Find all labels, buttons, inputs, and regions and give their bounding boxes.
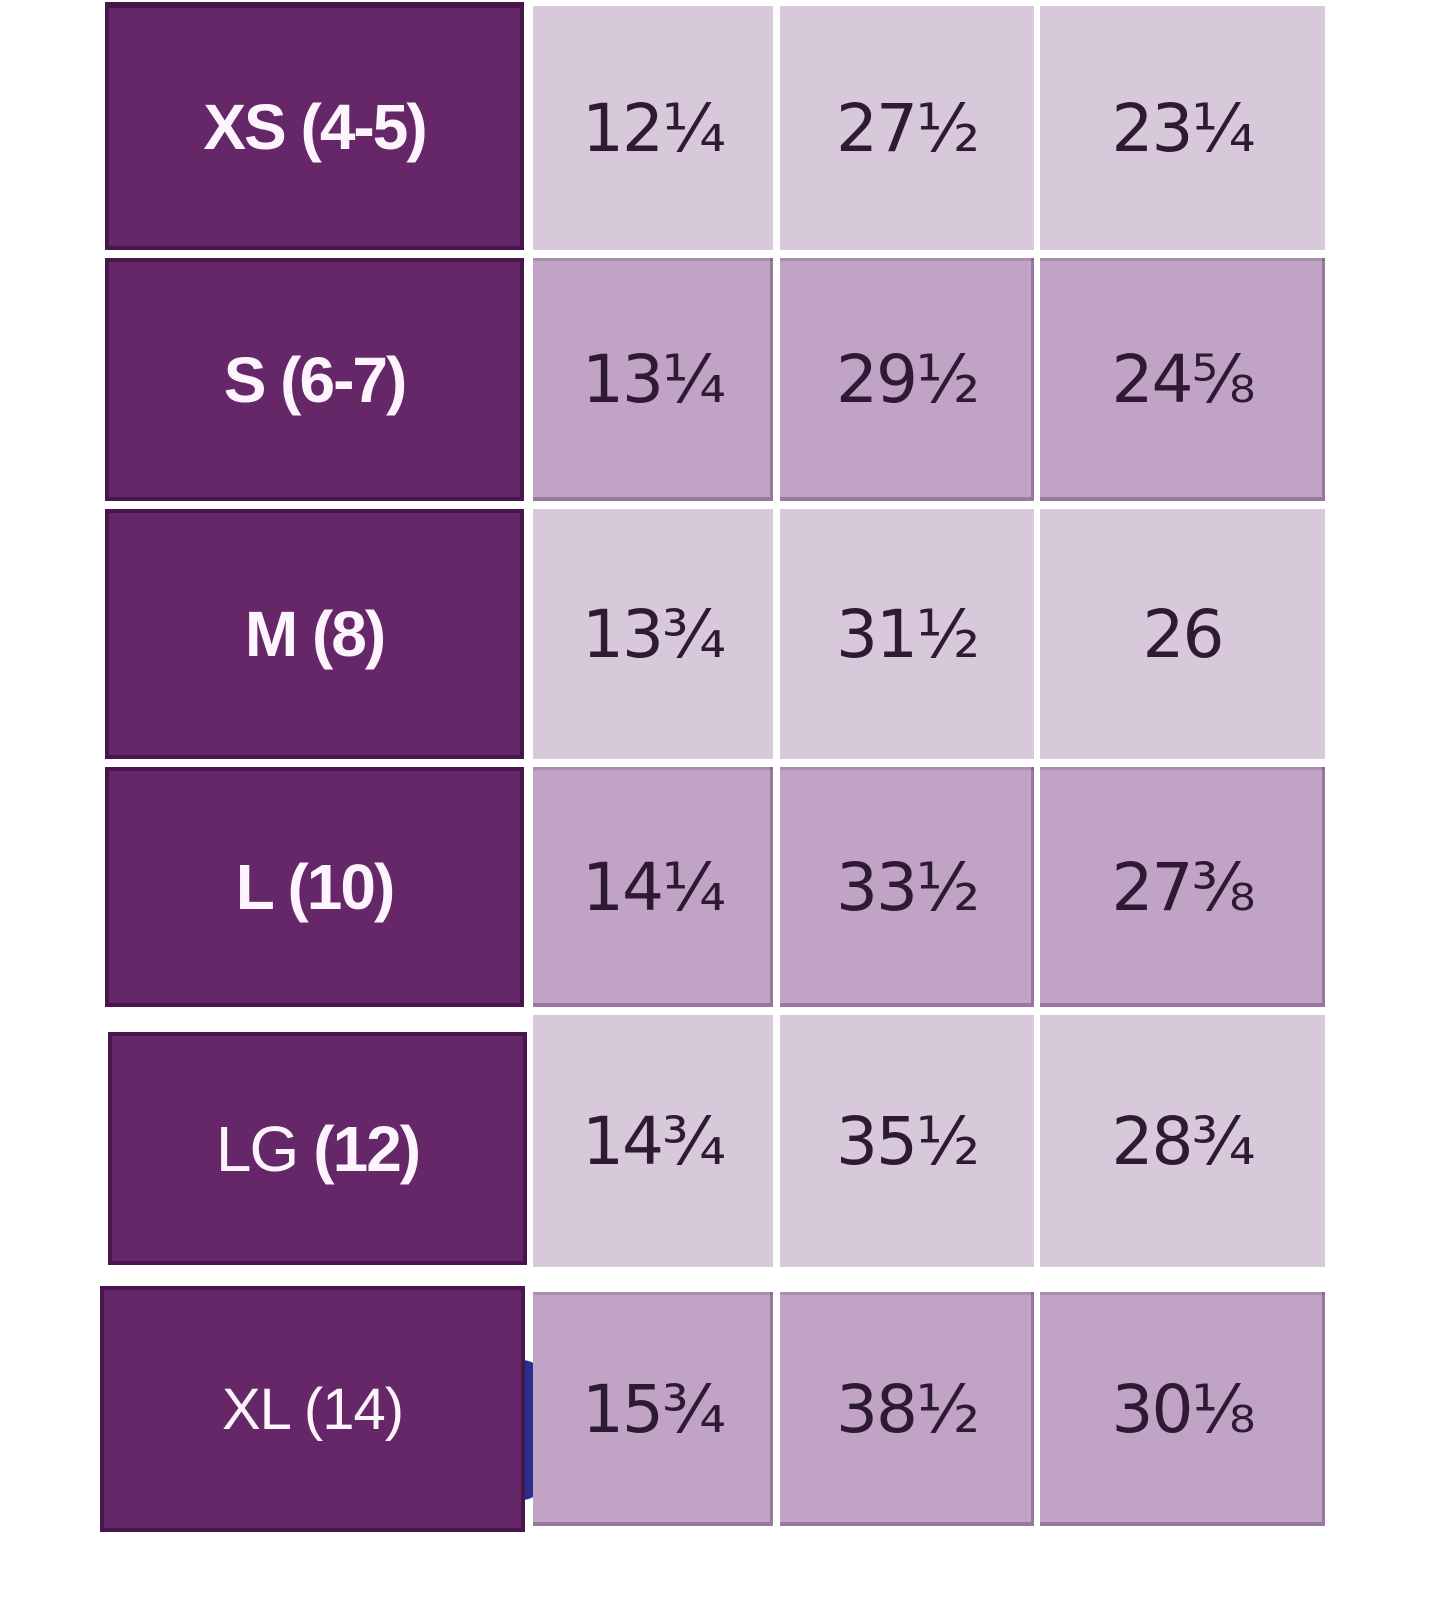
measurement-cell: 24⅝ [1040,258,1325,501]
measurement-cell: 13¾ [533,509,773,759]
measurement-cell: 13¼ [533,258,773,501]
size-label: S (6-7) [223,343,408,416]
size-label-bold: (12) [313,1112,421,1185]
size-row-header-xs: XS (4-5) [105,2,524,250]
measurement-cell: 30⅛ [1040,1292,1325,1526]
size-row-header-xl: XL (14) [100,1286,525,1532]
measurement-cell: 27⅜ [1040,767,1325,1007]
measurement-cell: 27½ [780,6,1034,250]
size-label: M (8) [244,598,386,670]
measurement-cell: 12¼ [533,6,773,250]
size-row-header-s: S (6-7) [105,258,524,501]
measurement-cell: 14¼ [533,767,773,1007]
measurement-cell: 28¾ [1040,1015,1325,1267]
size-label: L (10) [235,851,396,923]
measurement-cell: 26 [1040,509,1325,759]
measurement-cell: 33½ [780,767,1034,1007]
size-label: LG [215,1112,299,1185]
size-label: XL (14) [221,1376,404,1442]
measurement-cell: 29½ [780,258,1034,501]
measurement-cell: 31½ [780,509,1034,759]
size-row-header-l: L (10) [105,767,524,1007]
size-label: XS (4-5) [203,91,427,163]
size-row-header-lg: LG (12) [108,1032,527,1265]
measurement-cell: 38½ [780,1292,1034,1526]
measurement-cell: 35½ [780,1015,1034,1267]
measurement-cell: 14¾ [533,1015,773,1267]
measurement-cell: 15¾ [533,1292,773,1526]
measurement-cell: 23¼ [1040,6,1325,250]
size-row-header-m: M (8) [105,509,524,759]
